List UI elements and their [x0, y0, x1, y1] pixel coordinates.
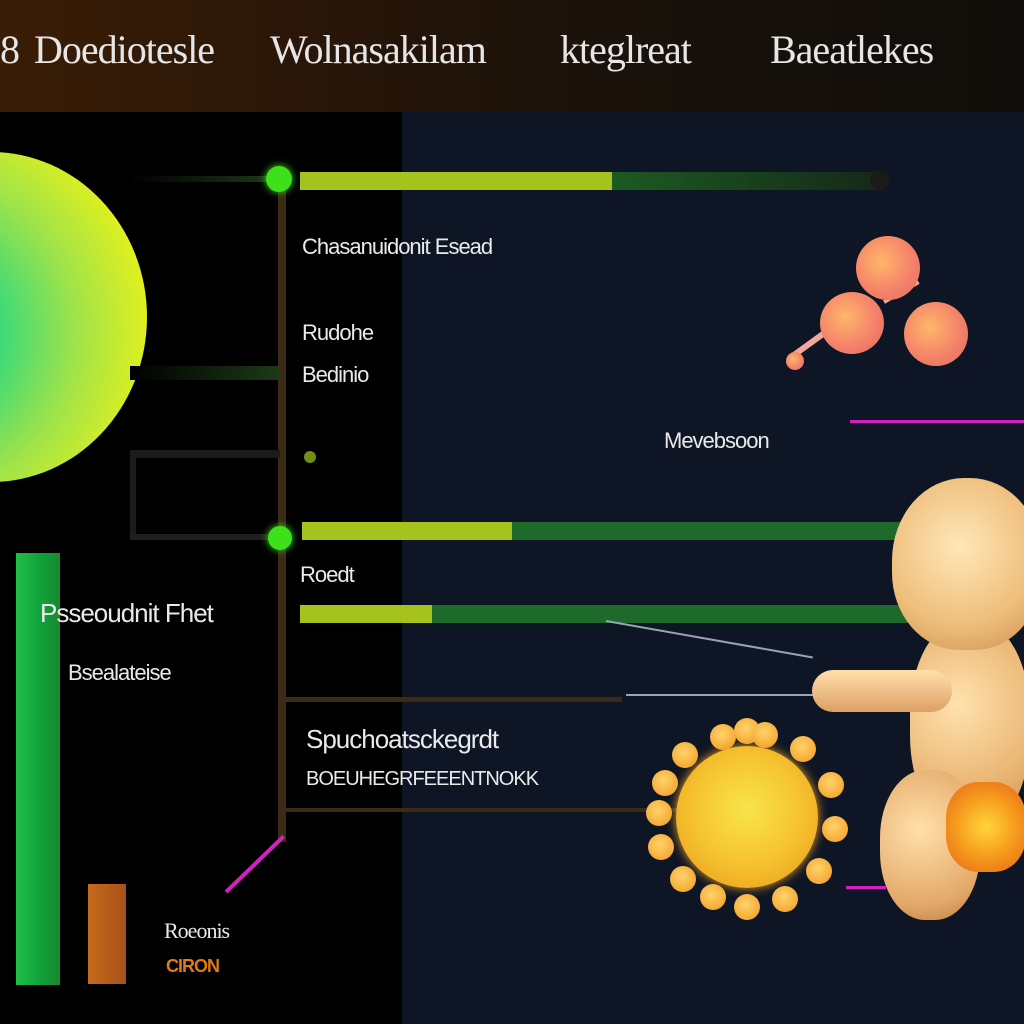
node-dot	[268, 526, 292, 550]
baby-arm	[812, 670, 952, 712]
sun-petal	[700, 884, 726, 910]
connector-line	[130, 176, 280, 182]
title-part-1: 8	[0, 27, 20, 72]
sun-petal	[734, 894, 760, 920]
bar-rest	[612, 172, 884, 190]
title-part-5: Baeatlekes	[770, 27, 934, 72]
sun-petal	[646, 800, 672, 826]
connector-line	[130, 366, 280, 380]
sun-petal	[806, 858, 832, 884]
connector-line	[282, 808, 682, 812]
sun-petal	[790, 736, 816, 762]
pointer-line	[846, 886, 886, 889]
molecule-atom	[904, 302, 968, 366]
baby-head	[892, 478, 1024, 650]
right-label-1: Mevebsoon	[664, 428, 770, 453]
mid-label-5: Spuchoatsckegrdt	[306, 724, 499, 754]
connector-line	[130, 534, 280, 540]
pointer-line	[626, 694, 816, 696]
progress-bar-2	[302, 522, 902, 540]
sun-petal	[652, 770, 678, 796]
mid-label-4: Roedt	[300, 562, 355, 587]
vertical-connector	[278, 182, 286, 842]
vertical-bar-green	[16, 553, 60, 985]
molecule-atom	[856, 236, 920, 300]
bar-rest	[512, 522, 902, 540]
sun-petal	[822, 816, 848, 842]
sun-petal	[648, 834, 674, 860]
bar-fill	[302, 522, 512, 540]
sun-petal	[752, 722, 778, 748]
bottom-sublabel: CIRON	[166, 956, 220, 976]
bar-rest	[432, 605, 920, 623]
bar-end-cap	[870, 170, 890, 190]
mid-label-1: Chasanuidonit Esead	[302, 234, 493, 259]
left-label-2: Bsealateise	[68, 660, 172, 685]
progress-bar-1	[300, 172, 884, 190]
bottom-label: Roeonis	[164, 918, 230, 943]
sun-petal	[772, 886, 798, 912]
title-part-4: kteglreat	[560, 27, 692, 72]
molecule-atom	[786, 352, 804, 370]
progress-bar-3	[300, 605, 920, 623]
mid-label-2: Rudohe	[302, 320, 374, 345]
left-label-1: Psseoudnit Fhet	[40, 598, 214, 628]
mid-label-3: Bedinio	[302, 362, 369, 387]
bar-fill	[300, 605, 432, 623]
sun-petal	[672, 742, 698, 768]
node-dot-small	[304, 451, 316, 463]
sun-core	[676, 746, 818, 888]
sun-petal	[818, 772, 844, 798]
connector-line	[282, 697, 622, 702]
sun-petal	[670, 866, 696, 892]
title-part-2: Doediotesle	[34, 27, 215, 72]
pointer-line	[850, 420, 1024, 423]
flower-icon	[946, 782, 1024, 872]
connector-line	[130, 450, 136, 538]
node-dot	[266, 166, 292, 192]
header-banner: 8 Doediotesle Wolnasakilam kteglreat Bae…	[0, 0, 1024, 112]
title-part-3: Wolnasakilam	[270, 27, 487, 72]
molecule-atom	[820, 292, 884, 354]
connector-line	[130, 450, 280, 458]
vertical-bar-orange	[88, 884, 126, 984]
mid-label-6: BOEUHEGRFEEENTNOKK	[306, 768, 539, 790]
bar-fill	[300, 172, 612, 190]
sun-petal	[710, 724, 736, 750]
